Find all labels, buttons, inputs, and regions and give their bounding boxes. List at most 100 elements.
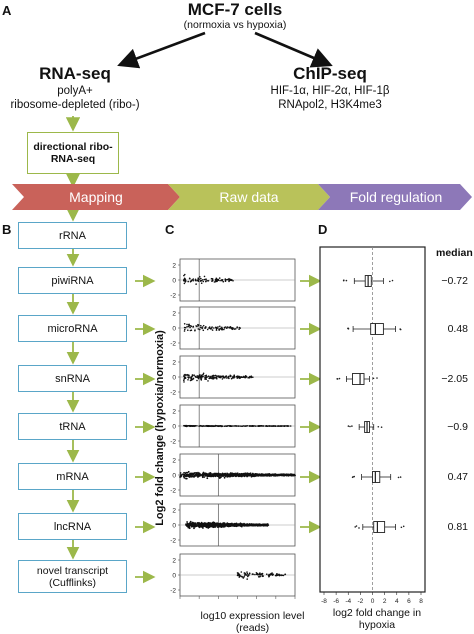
- ma-point: [198, 523, 201, 525]
- ma-subplot-snrna: 2 0 -2: [170, 355, 296, 399]
- ma-point: [186, 425, 188, 427]
- ma-point: [189, 472, 191, 475]
- ma-point: [194, 375, 197, 378]
- ma-point: [183, 378, 185, 380]
- ma-point: [194, 329, 196, 331]
- ma-point: [211, 425, 213, 427]
- ma-point: [250, 425, 252, 427]
- ma-point: [256, 425, 258, 427]
- d-xtick-label: -6: [333, 598, 339, 605]
- ma-point: [254, 473, 257, 476]
- panel-d-xlabel: log2 fold change in hypoxia: [332, 607, 422, 631]
- ma-point: [206, 474, 208, 477]
- ma-point: [183, 477, 186, 479]
- ma-point: [262, 425, 264, 427]
- ma-point: [275, 574, 278, 577]
- ma-point: [217, 474, 219, 477]
- ma-point: [230, 279, 233, 282]
- ma-point: [211, 473, 214, 476]
- ma-point: [262, 474, 265, 477]
- ma-point: [236, 574, 239, 577]
- arrow-to-chipseq: [254, 31, 333, 68]
- ma-point: [195, 525, 198, 528]
- ma-point: [203, 278, 206, 281]
- ma-point: [190, 377, 192, 380]
- ma-point: [218, 376, 221, 378]
- ma-point: [259, 572, 261, 574]
- ma-point: [258, 473, 261, 476]
- ma-point: [213, 525, 216, 528]
- ma-point: [213, 474, 216, 477]
- ma-point: [202, 527, 204, 529]
- ma-point: [244, 573, 247, 576]
- ma-point: [194, 472, 196, 474]
- ma-point: [231, 425, 234, 427]
- ma-point: [241, 523, 243, 525]
- ma-point: [221, 378, 224, 380]
- ma-point: [271, 574, 274, 576]
- ma-point: [242, 577, 245, 579]
- ma-point: [228, 473, 231, 476]
- ma-point: [201, 326, 204, 328]
- boxplot-piwirna: [342, 275, 394, 287]
- ma-point: [190, 425, 193, 427]
- ma-point: [193, 527, 195, 530]
- c-ytick-label: -2: [170, 538, 176, 545]
- ma-point: [191, 378, 194, 381]
- ma-point: [223, 327, 226, 329]
- flow-box-mrna: mRNA: [18, 463, 127, 490]
- c-ytick-label: 0: [172, 523, 176, 530]
- ma-point: [196, 425, 198, 427]
- c-ytick-label: 2: [172, 458, 176, 465]
- panel-d-boxplots: -8 -6 -4 -2 0 2 4 6 8: [319, 246, 426, 605]
- ma-point: [260, 474, 262, 477]
- ma-point: [215, 376, 218, 379]
- ma-point: [271, 572, 273, 574]
- outlier-point: [354, 526, 356, 528]
- median-value-microrna: 0.48: [447, 323, 468, 335]
- ma-point: [186, 521, 188, 523]
- ma-point: [184, 424, 187, 427]
- ma-point: [207, 425, 209, 427]
- ma-point: [264, 425, 266, 427]
- ma-point: [253, 425, 256, 427]
- outlier-point: [376, 377, 378, 379]
- ma-point: [226, 327, 228, 329]
- chipseq-line-2: RNApol2, H3K4me3: [278, 99, 382, 111]
- panel-c-xlabel: log10 expression level (reads): [200, 610, 305, 634]
- c-ytick-label: 2: [172, 360, 176, 367]
- ma-point: [254, 475, 257, 477]
- ma-point: [243, 572, 246, 574]
- ma-point: [215, 473, 218, 476]
- ma-point: [248, 376, 251, 379]
- ma-point: [187, 376, 190, 378]
- boxplot-microrna: [347, 323, 402, 335]
- boxplot-mrna: [351, 471, 402, 483]
- rnaseq-line-2: ribosome-depleted (ribo-): [10, 99, 140, 111]
- ma-point: [243, 376, 245, 378]
- ma-point: [248, 572, 251, 575]
- ma-point: [207, 380, 209, 382]
- ma-point: [280, 425, 282, 427]
- d-xtick-label: -2: [357, 598, 363, 605]
- chipseq-line-1: HIF-1α, HIF-2α, HIF-1β: [270, 85, 390, 97]
- ma-point: [235, 375, 238, 378]
- ma-point: [258, 576, 261, 578]
- ma-point: [239, 575, 242, 577]
- median-value-lncrna: 0.81: [447, 521, 468, 533]
- ma-point: [231, 475, 233, 478]
- ma-point: [196, 379, 198, 382]
- ma-point: [212, 378, 215, 380]
- ma-point: [203, 523, 206, 525]
- ma-point: [267, 474, 270, 476]
- ma-point: [283, 425, 286, 427]
- panel-label-a: A: [2, 3, 12, 18]
- ma-point: [187, 470, 190, 473]
- ma-point: [218, 328, 220, 330]
- ma-point: [219, 279, 221, 282]
- ma-point: [199, 473, 201, 476]
- ma-point: [206, 280, 208, 282]
- ma-point: [232, 280, 234, 282]
- ma-point: [218, 525, 220, 528]
- ma-point: [214, 377, 217, 379]
